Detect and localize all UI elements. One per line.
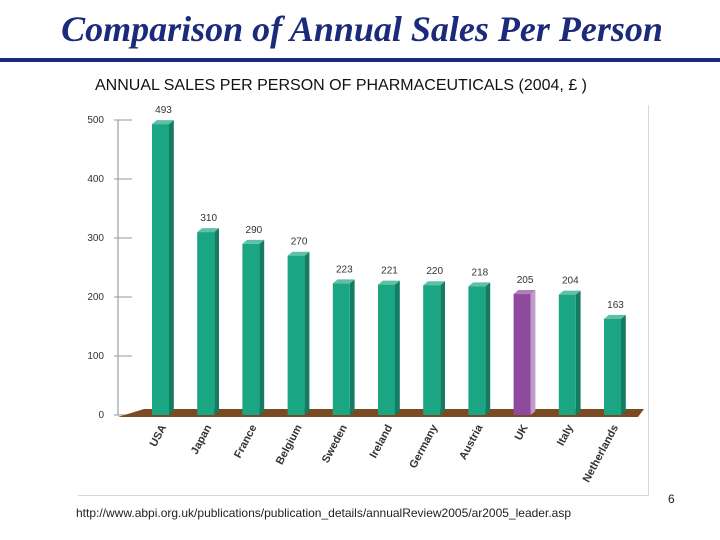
bar-top [468,282,491,287]
category-label: USA [148,423,170,449]
bar-value-label: 218 [472,267,489,278]
category-label: Netherlands [581,423,621,485]
bar-top [197,228,219,233]
bar-chart: 0 100 200 300 400 500 493 USA 310 Japan 290 France 2… [78,105,649,496]
slide-title: Comparison of Annual Sales Per Person [61,9,663,49]
chart-svg: 0 100 200 300 400 500 493 USA 310 Japan 290 France 2… [87,105,644,485]
bar [558,294,576,415]
bar-side [214,228,219,415]
category-label: Belgium [274,423,305,467]
bar-side [621,314,626,415]
bar-side [259,239,265,415]
title-divider [0,58,720,62]
y-tick-label: 500 [87,115,104,126]
bar [423,285,441,415]
bar-top [604,314,626,319]
page-number: 6 [668,492,675,506]
bar-value-label: 223 [336,264,353,275]
bar-top [423,281,445,286]
bar [604,318,621,415]
bar-side [349,279,355,415]
y-tick-label: 0 [98,410,104,421]
bar-top [152,120,174,125]
category-label: Germany [407,422,440,471]
bar-top [332,279,355,284]
y-tick-label: 300 [87,233,104,244]
bar-top [513,290,536,295]
bar [332,283,350,415]
bar-value-label: 310 [200,213,217,224]
bar-value-label: 270 [291,237,308,248]
y-tick-label: 200 [87,292,104,303]
bar-value-label: 204 [562,276,579,287]
bar-side [575,290,581,415]
bar [242,243,260,415]
category-label: Italy [555,422,576,448]
category-label: Austria [457,422,486,462]
bar-top [378,280,400,285]
y-tick-label: 400 [87,174,104,185]
bar [152,124,169,415]
bar-side [395,280,400,415]
bar [468,286,486,415]
category-label: France [232,423,260,460]
bar-value-label: 205 [517,275,534,286]
bar-value-label: 163 [607,300,624,311]
bar [197,232,215,415]
bar-top [242,239,265,244]
bar-side [304,251,310,415]
bar-top [287,251,310,256]
source-citation: http://www.abpi.org.uk/publications/publ… [76,506,571,520]
bar-top [558,290,581,295]
category-label: UK [513,423,531,443]
bar-side [440,281,445,415]
category-label: Ireland [368,423,396,460]
bar-value-label: 221 [381,266,398,277]
y-tick-label: 100 [87,351,104,362]
bar-value-label: 493 [155,105,172,116]
bar-value-label: 290 [246,225,263,236]
bar-side [530,290,536,415]
category-label: Sweden [320,423,350,466]
category-label: Japan [189,423,215,457]
chart-title: ANNUAL SALES PER PERSON OF PHARMACEUTICA… [95,77,587,94]
bar-side [485,282,491,415]
bar [378,284,395,415]
bar-value-label: 220 [426,266,443,277]
bar [513,294,531,415]
bar-side [169,120,174,415]
bar [287,255,305,415]
